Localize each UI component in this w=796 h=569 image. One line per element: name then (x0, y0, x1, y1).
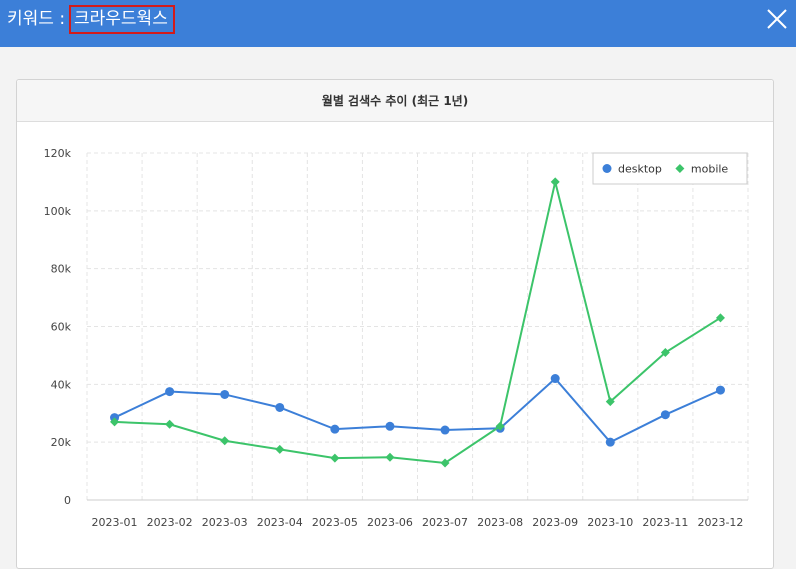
y-tick-label: 60k (51, 321, 72, 334)
data-point-mobile (330, 453, 340, 463)
series-line-desktop (114, 377, 721, 444)
chart-title: 월별 검색수 추이 (최근 1년) (321, 94, 469, 108)
data-point-desktop (385, 421, 395, 431)
legend-marker-desktop (602, 164, 612, 173)
legend-box (592, 152, 748, 185)
chart-card: 월별 검색수 추이 (최근 1년) 0 20k 40k 60k 80k 100k 120k 2… (16, 79, 774, 569)
keyword-label: 키워드 : (7, 9, 66, 29)
card-header: 월별 검색수 추이 (최근 1년) (17, 80, 773, 122)
y-tick-label: 80k (51, 263, 72, 276)
data-point-mobile (715, 313, 725, 323)
data-point-mobile (605, 397, 615, 407)
data-point-mobile (110, 417, 120, 427)
x-tick-label: 2023-06 (367, 516, 413, 529)
x-tick-label: 2023-03 (202, 516, 248, 529)
close-icon[interactable] (766, 8, 788, 30)
line-chart: 0 20k 40k 60k 80k 100k 120k 2023-01 2023-02 2023-… (44, 147, 749, 529)
top-bar: 키워드 : 크라우드웍스 (0, 0, 796, 47)
x-tick-label: 2023-10 (587, 516, 633, 529)
data-point-mobile (385, 452, 395, 462)
data-point-desktop (440, 425, 450, 435)
y-tick-label: 40k (51, 378, 72, 391)
data-point-mobile (220, 436, 230, 446)
x-tick-label: 2023-11 (642, 516, 688, 529)
x-tick-label: 2023-12 (697, 516, 743, 529)
y-tick-label: 0 (64, 494, 71, 507)
x-tick-label: 2023-01 (92, 516, 138, 529)
data-point-desktop (275, 402, 285, 412)
data-point-desktop (715, 385, 725, 395)
x-tick-label: 2023-04 (257, 516, 303, 529)
legend-marker-mobile (675, 164, 685, 173)
x-tick-label: 2023-05 (312, 516, 358, 529)
series-line-mobile (114, 181, 721, 465)
legend-label-mobile: mobile (691, 163, 729, 176)
data-point-desktop (330, 424, 340, 434)
keyword-value: 크라우드웍스 (69, 5, 175, 34)
data-point-desktop (165, 387, 175, 397)
data-point-mobile (660, 348, 670, 358)
data-point-desktop (220, 389, 230, 399)
data-point-desktop (605, 437, 615, 447)
y-tick-label: 100k (44, 205, 72, 218)
data-point-mobile (440, 458, 450, 468)
x-tick-label: 2023-02 (147, 516, 193, 529)
y-tick-label: 20k (51, 436, 72, 449)
data-point-mobile (165, 419, 175, 429)
x-tick-label: 2023-09 (532, 516, 578, 529)
data-point-desktop (550, 374, 560, 384)
legend-label-desktop: desktop (618, 163, 662, 176)
data-point-mobile (495, 421, 505, 431)
data-point-mobile (550, 177, 560, 187)
y-tick-label: 120k (44, 147, 72, 160)
x-tick-label: 2023-07 (422, 516, 468, 529)
data-point-mobile (275, 444, 285, 454)
data-point-desktop (660, 410, 670, 420)
x-tick-label: 2023-08 (477, 516, 523, 529)
